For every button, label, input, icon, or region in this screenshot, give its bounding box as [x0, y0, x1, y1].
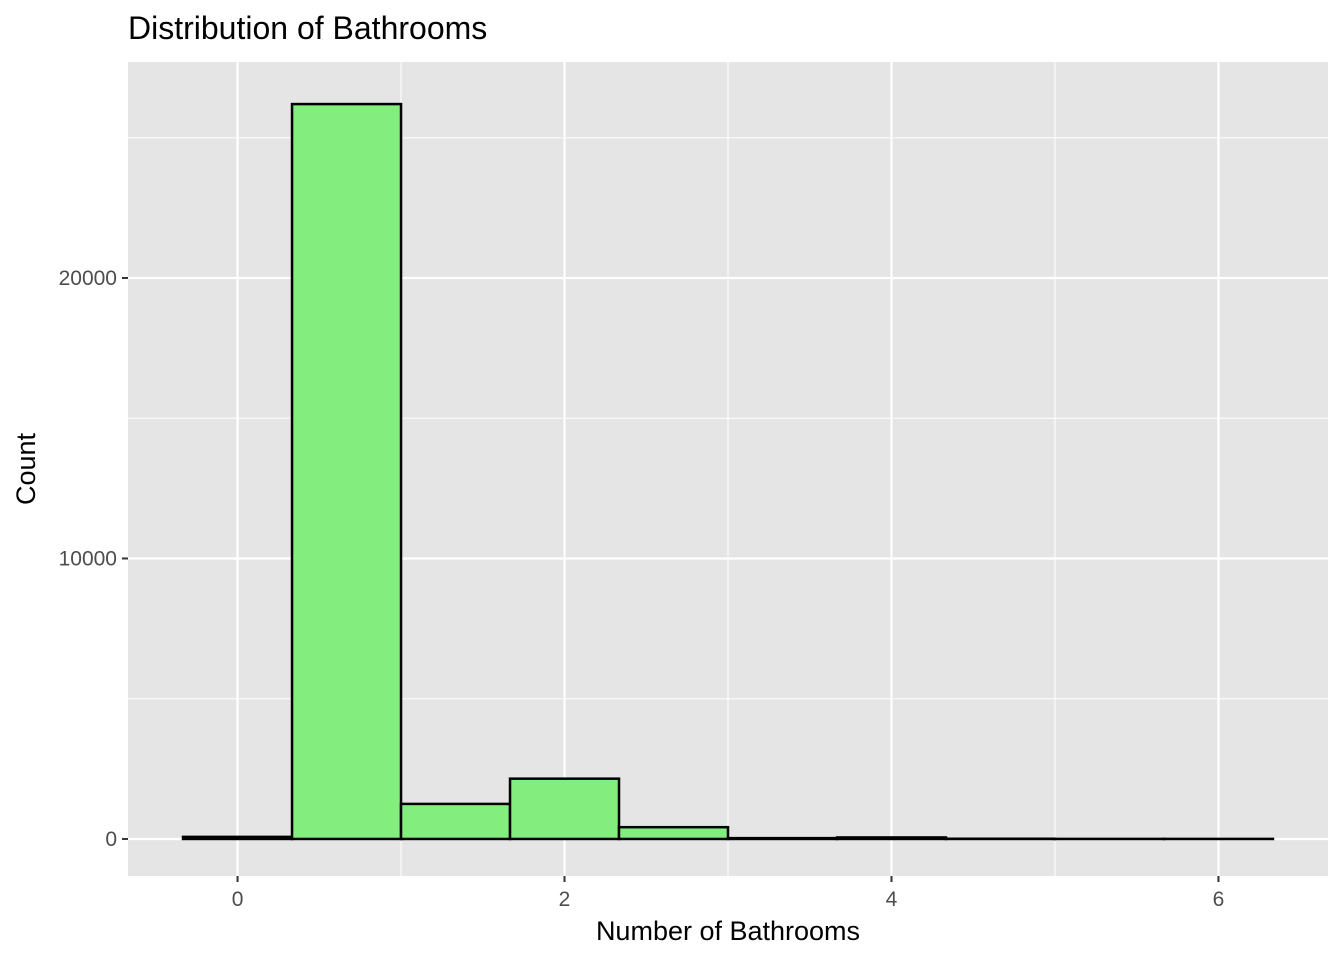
x-tick-label: 4: [886, 888, 898, 911]
y-tick-label: 20000: [59, 267, 117, 290]
y-tick-label: 0: [105, 828, 117, 851]
histogram-bar: [508, 777, 621, 841]
histogram-bar: [399, 802, 512, 841]
histogram-bar: [617, 825, 730, 841]
histogram-bar: [290, 102, 403, 841]
x-tick-label: 0: [232, 888, 244, 911]
histogram-bar: [181, 835, 294, 841]
x-tick-label: 6: [1213, 888, 1225, 911]
chart-title: Distribution of Bathrooms: [128, 10, 487, 46]
histogram-bars: [181, 102, 1275, 841]
y-axis-title: Count: [11, 432, 41, 505]
histogram-bar: [835, 836, 948, 841]
y-axis-ticks: 0 10000 20000: [59, 267, 128, 851]
x-axis-title: Number of Bathrooms: [596, 916, 860, 946]
histogram-bar: [726, 836, 839, 841]
x-tick-label: 2: [559, 888, 571, 911]
x-axis-ticks: 0 2 4 6: [232, 876, 1225, 911]
y-tick-label: 10000: [59, 547, 117, 570]
